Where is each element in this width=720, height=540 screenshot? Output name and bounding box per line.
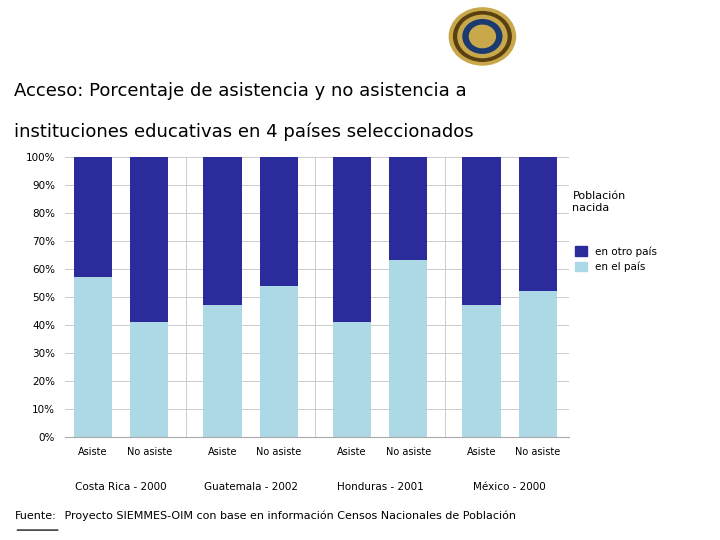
Bar — [260, 286, 298, 437]
Text: Fuente:: Fuente: — [14, 511, 56, 521]
Bar — [74, 157, 112, 278]
Bar — [333, 322, 371, 437]
Circle shape — [454, 11, 511, 62]
Bar — [518, 292, 557, 437]
Bar — [74, 278, 112, 437]
Text: Proyecto SIEMMES-OIM con base en información Censos Nacionales de Población: Proyecto SIEMMES-OIM con base en informa… — [61, 510, 516, 521]
Bar — [130, 322, 168, 437]
Text: Guatemala - 2002: Guatemala - 2002 — [204, 482, 297, 492]
Bar — [130, 157, 168, 322]
Bar — [390, 157, 428, 260]
Bar — [260, 157, 298, 286]
Text: Honduras - 2001: Honduras - 2001 — [337, 482, 423, 492]
Circle shape — [469, 25, 495, 48]
Text: instituciones educativas en 4 países seleccionados: instituciones educativas en 4 países sel… — [14, 123, 474, 141]
Circle shape — [463, 19, 502, 53]
Bar — [333, 157, 371, 322]
Legend: en otro país, en el país: en otro país, en el país — [570, 242, 662, 276]
Text: Costa Rica - 2000: Costa Rica - 2000 — [76, 482, 167, 492]
Bar — [462, 306, 500, 437]
Bar — [390, 260, 428, 437]
Bar — [462, 157, 500, 306]
Bar — [203, 306, 242, 437]
Text: Población
nacida: Población nacida — [572, 191, 626, 213]
Circle shape — [458, 15, 507, 58]
Circle shape — [449, 8, 516, 65]
Bar — [203, 157, 242, 306]
Text: México - 2000: México - 2000 — [473, 482, 546, 492]
Bar — [518, 157, 557, 292]
Text: Acceso: Porcentaje de asistencia y no asistencia a: Acceso: Porcentaje de asistencia y no as… — [14, 83, 467, 100]
Text: Estados Americanos: Estados Americanos — [579, 44, 706, 57]
Text: Organización de los: Organización de los — [582, 22, 706, 35]
